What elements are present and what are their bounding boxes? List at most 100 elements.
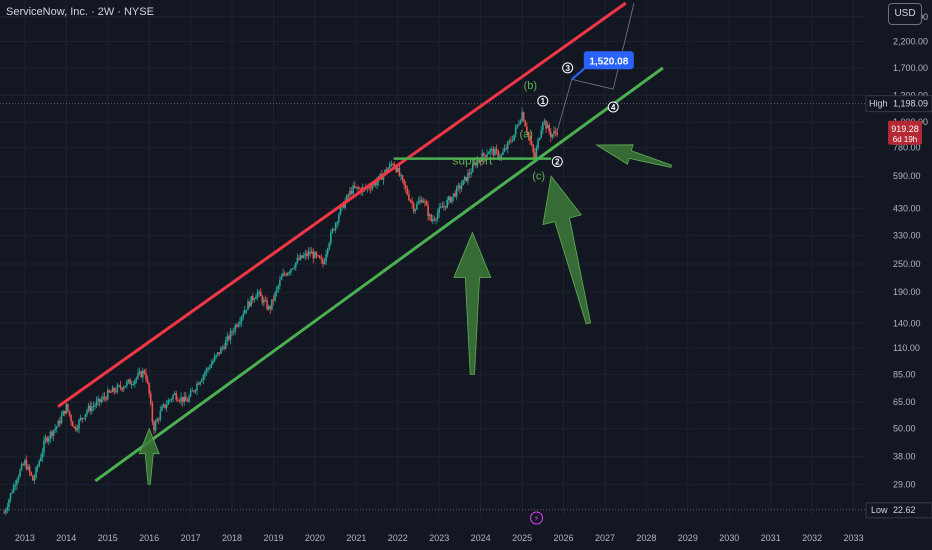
candle-body [331,229,334,233]
candle-body [417,201,420,204]
x-tick-label: 2014 [56,533,76,543]
candle-body [279,280,281,286]
candle-body [54,428,56,431]
candle-body [455,186,458,197]
candle-body [422,201,425,203]
candle-body [390,163,393,165]
candle-body [502,151,504,155]
candle-body [269,306,272,310]
candle-body [500,154,503,158]
candle-body [301,255,303,258]
candle-body [266,300,268,310]
candle-body [3,512,5,514]
currency-button[interactable]: USD [888,3,922,25]
candle-body [148,382,150,394]
candle-body [384,169,386,175]
candle-body [277,285,280,289]
candle-body [46,437,48,442]
candle-body [170,399,173,401]
candle-body [90,406,93,412]
candle-body [516,124,519,128]
candle-body [522,112,525,122]
candle-body [175,393,178,400]
candle-body [57,420,60,427]
candle-body [486,154,488,157]
candle-body [6,507,9,511]
candle-body [108,390,111,392]
candle-body [420,199,423,203]
candle-body [161,406,163,411]
candle-body [172,394,174,400]
candle-body [263,299,265,303]
candle-body [419,199,421,202]
candle-body [392,163,394,165]
candle-body [449,196,452,203]
candle-body [317,255,319,257]
candle-body [543,120,546,123]
candle-body [334,223,337,230]
candle-body [52,430,55,436]
candle-body [274,292,276,301]
y-tick-label: 50.00 [893,424,916,434]
candle-body [309,251,311,254]
candle-body [460,185,463,189]
candle-body [154,421,157,431]
candle-body [258,291,260,293]
candle-body [218,352,221,354]
candle-body [178,400,181,402]
candle-body [395,165,397,172]
candle-body [549,131,552,138]
candle-body [14,484,17,486]
candle-body [307,251,310,256]
candle-body [304,253,307,256]
candle-body [454,193,456,197]
x-tick-label: 2022 [388,533,408,543]
candle-body [546,124,549,129]
candle-body [35,467,37,478]
candle-body [63,410,66,414]
candle-body [287,272,289,276]
wave-label: 4 [611,103,616,112]
candle-body [146,379,149,383]
candle-body [43,440,45,452]
candle-body [465,176,468,182]
candle-body [483,153,485,156]
candle-body [322,259,324,264]
candle-body [435,218,437,220]
x-tick-label: 2031 [761,533,781,543]
candle-body [89,405,92,412]
candle-body [199,381,201,385]
candle-body [159,410,162,420]
candle-body [83,418,85,420]
candle-body [202,375,205,380]
arrows [138,144,673,485]
candle-body [41,451,44,458]
candle-body [138,371,141,374]
candle-body [323,261,326,264]
candle-body [102,396,104,400]
candle-body [264,299,267,301]
candle-body [173,393,176,395]
wave-label: 1 [541,97,546,106]
y-tick-label: 38.00 [893,452,916,462]
candle-body [92,406,95,408]
candle-body [169,399,171,401]
candle-body [285,274,288,276]
candle-body [328,243,331,249]
candle-body [389,164,391,169]
candle-body [157,419,160,421]
arrow [542,175,592,325]
candle-body [296,258,299,263]
candle-body [526,126,528,133]
candle-body [479,160,482,162]
wave-circle [551,156,563,168]
candle-body [369,188,372,190]
candle-body [393,164,396,166]
candle-body [127,379,130,382]
y-tick-label: 430.00 [893,204,921,214]
x-tick-label: 2013 [15,533,35,543]
high-label: High [869,99,888,109]
candle-body [294,262,297,268]
candle-body [349,190,351,196]
